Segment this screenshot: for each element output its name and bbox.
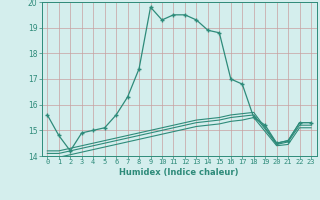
- X-axis label: Humidex (Indice chaleur): Humidex (Indice chaleur): [119, 168, 239, 177]
